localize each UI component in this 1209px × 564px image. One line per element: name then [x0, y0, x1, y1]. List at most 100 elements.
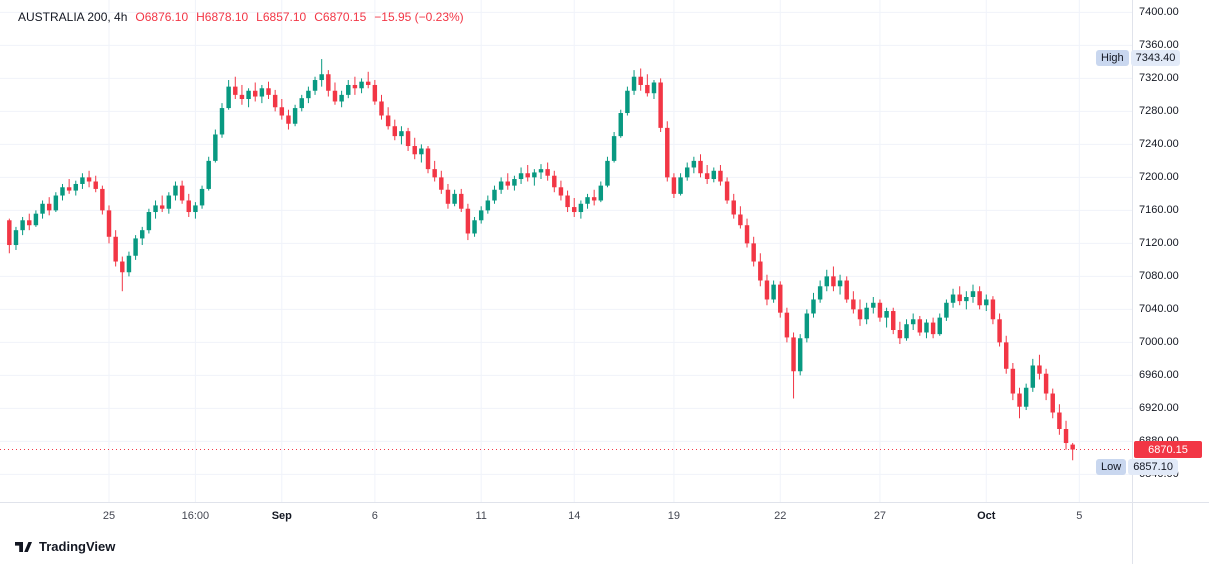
price-axis-label: 7400.00: [1139, 6, 1179, 19]
candle-body: [392, 126, 398, 137]
candle-body: [552, 175, 557, 188]
candle-body: [206, 160, 211, 189]
candle-body: [120, 261, 125, 273]
candle-body: [1070, 444, 1075, 450]
candle-body: [498, 181, 504, 190]
candle-body: [352, 84, 358, 89]
candle-body: [193, 205, 198, 213]
candle-body: [864, 307, 869, 320]
candle-body: [1057, 412, 1062, 429]
candle-body: [525, 173, 530, 178]
candle-body: [578, 203, 584, 213]
candle-body: [140, 230, 145, 239]
candle-body: [771, 284, 776, 300]
candle-body: [631, 76, 637, 91]
candle-body: [877, 302, 883, 318]
ohlc-close: C6870.15: [314, 10, 367, 24]
high-badge: High 7343.40: [1096, 50, 1181, 67]
candle-body: [930, 322, 936, 335]
candle-body: [817, 286, 823, 300]
tradingview-logo-text: TradingView: [39, 539, 116, 554]
candle-body: [917, 319, 923, 333]
time-axis-label: Oct: [977, 510, 996, 522]
candle-body: [718, 170, 723, 182]
high-badge-label: High: [1096, 50, 1129, 67]
candle-body: [93, 181, 98, 189]
candle-body: [538, 169, 544, 173]
candle-body: [213, 134, 218, 161]
candle-body: [106, 210, 112, 237]
candle-body: [100, 188, 105, 211]
ohlc-change: −15.95 (−0.23%): [374, 10, 464, 24]
candle-body: [984, 299, 989, 306]
candle-body: [758, 261, 763, 281]
candle-body: [871, 302, 876, 308]
candle-body: [884, 311, 889, 318]
price-axis-separator: [1132, 0, 1133, 564]
candle-body: [605, 160, 610, 186]
candle-body: [399, 131, 404, 137]
candle-body: [425, 148, 431, 170]
symbol-legend: AUSTRALIA 200, 4h O6876.10 H6878.10 L685…: [18, 10, 464, 24]
candle-body: [113, 236, 118, 262]
candle-body: [253, 90, 258, 97]
candle-body: [326, 74, 331, 91]
candle-body: [990, 299, 996, 320]
tradingview-logo-icon: [15, 542, 32, 552]
candle-body: [266, 88, 271, 95]
candle-body: [565, 195, 570, 208]
candle-body: [40, 203, 45, 214]
candle-body: [831, 276, 836, 287]
candle-body: [20, 220, 25, 231]
candle-body: [199, 188, 205, 206]
price-axis-label: 7160.00: [1139, 204, 1179, 217]
candle-body: [944, 302, 949, 318]
last-badge-value: 6870.15: [1148, 443, 1188, 456]
candle-body: [957, 294, 962, 302]
tradingview-logo[interactable]: TradingView: [14, 537, 115, 556]
candle-body: [585, 197, 590, 204]
candle-body: [804, 313, 810, 339]
candle-body: [472, 220, 477, 234]
candle-body: [146, 212, 152, 231]
candle-body: [1010, 368, 1016, 394]
candle-body: [339, 94, 344, 102]
candle-body: [738, 214, 743, 226]
candle-body: [226, 86, 231, 109]
candle-body: [372, 84, 378, 102]
candle-body: [857, 309, 863, 320]
candle-body: [359, 81, 364, 89]
candle-body: [1043, 373, 1049, 394]
price-axis-label: 7000.00: [1139, 336, 1179, 349]
candle-body: [66, 187, 72, 191]
candle-body: [379, 101, 384, 116]
candle-body: [432, 169, 437, 178]
candle-body: [80, 177, 85, 184]
candle-body: [691, 160, 697, 168]
candle-body: [904, 324, 909, 339]
symbol-title[interactable]: AUSTRALIA 200, 4h: [18, 10, 128, 24]
price-axis-label: 7080.00: [1139, 270, 1179, 283]
candle-body: [86, 177, 92, 182]
candle-body: [219, 108, 225, 135]
ohlc-low: L6857.10: [256, 10, 307, 24]
candle-body: [478, 210, 484, 221]
candle-body: [246, 90, 251, 99]
candle-body: [558, 187, 564, 196]
low-badge-label: Low: [1096, 458, 1127, 475]
candle-body: [33, 213, 39, 226]
price-axis-label: 6920.00: [1139, 402, 1179, 415]
candle-body: [684, 167, 690, 178]
candle-body: [60, 187, 65, 196]
ohlc-high: H6878.10: [196, 10, 249, 24]
candle-body: [824, 276, 829, 287]
candle-body: [452, 193, 457, 204]
candle-body: [678, 177, 683, 194]
candle-body: [299, 98, 304, 109]
candle-body: [239, 94, 245, 99]
candle-body: [618, 113, 623, 137]
candle-body: [292, 108, 298, 124]
candle-body: [970, 291, 976, 297]
